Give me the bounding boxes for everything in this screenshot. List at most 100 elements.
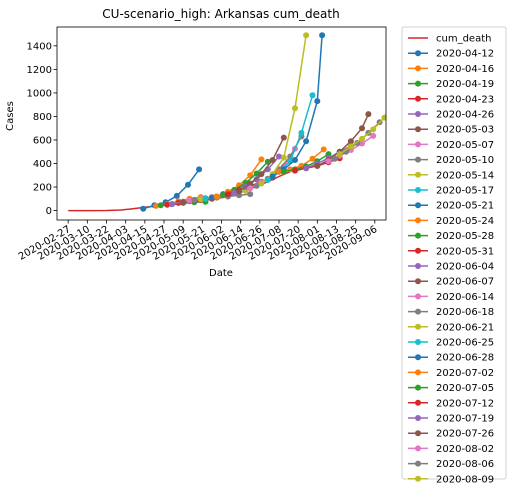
legend-frame [401,26,507,480]
data-point [365,111,372,118]
legend-label: 2020-05-31 [436,246,494,257]
legend-item: 2020-05-14 [408,170,494,181]
legend-swatch-marker [415,156,421,163]
legend-label: 2020-05-03 [436,125,494,136]
plot-area [56,26,394,221]
legend-item: 2020-05-21 [408,201,494,212]
legend-label: 2020-05-24 [436,216,494,227]
legend-swatch-marker [415,202,421,209]
legend-swatch-marker [415,399,421,406]
data-point [202,195,209,202]
legend-label: 2020-08-06 [436,459,494,470]
data-point [169,201,175,208]
y-axis: 0 200 400 600 800 1000 1200 1400 [27,41,57,217]
data-point [347,143,354,150]
data-point [208,194,215,201]
data-point [314,162,321,169]
data-point [213,193,220,200]
legend-label: 2020-04-16 [436,64,494,75]
series-2020-08-09 [336,102,394,158]
legend-swatch-marker [415,263,421,269]
data-point [153,202,159,209]
data-point [258,156,265,163]
legend-swatch-marker [415,278,421,285]
legend-label: 2020-06-21 [436,322,494,333]
legend-item: 2020-04-26 [408,110,494,121]
legend-swatch-marker [415,354,421,361]
data-point [331,155,338,162]
legend-swatch-marker [415,384,421,391]
legend-item: 2020-06-14 [408,292,494,303]
data-point [303,138,310,145]
chart-title: CU-scenario_high: Arkansas cum_death [102,7,339,21]
data-point [253,170,260,177]
data-point [180,199,187,206]
legend-swatch-marker [415,475,421,482]
legend-item: 2020-04-16 [408,64,494,75]
legend-label: 2020-07-05 [436,383,494,394]
data-point [381,114,386,121]
data-point [164,201,171,208]
y-tick-label: 200 [33,183,52,194]
legend-label: 2020-04-26 [436,110,494,121]
data-point [388,102,394,108]
data-point [269,173,276,180]
legend-swatch-marker [415,95,421,102]
data-point [314,98,321,105]
legend-item: 2020-08-06 [408,459,494,470]
legend-swatch-marker [415,445,421,452]
legend-swatch-marker [415,187,421,193]
legend-item: 2020-06-07 [408,277,494,288]
data-point [157,202,164,209]
data-point [253,176,260,183]
legend-item: 2020-07-26 [408,429,494,440]
data-point [303,165,310,172]
legend-label: 2020-04-19 [436,79,494,90]
data-point [370,132,377,139]
legend-item: 2020-05-24 [408,216,494,227]
legend-label: 2020-06-04 [436,262,494,273]
legend-label: 2020-08-02 [436,444,494,455]
legend-item: 2020-07-02 [408,368,494,379]
plot-frame [56,26,387,221]
legend-swatch-marker [415,293,421,300]
data-point [258,171,265,178]
data-point [303,32,310,39]
legend-item: 2020-05-28 [408,231,494,242]
legend-label: 2020-06-18 [436,307,494,318]
data-point [298,129,305,136]
legend-item: 2020-05-07 [408,140,494,151]
series-2020-06-07 [236,134,287,195]
legend-swatch-marker [415,308,421,315]
data-point [247,191,254,198]
y-tick-label: 1000 [27,88,52,99]
data-point [264,177,271,183]
y-tick-label: 1400 [27,41,52,52]
legend-label: 2020-06-14 [436,292,494,303]
legend-item: 2020-04-19 [408,79,494,90]
data-point [280,154,287,161]
y-tick-label: 400 [33,159,52,170]
legend-swatch-marker [415,217,421,224]
legend-item: 2020-04-12 [408,49,494,60]
legend-item: 2020-05-03 [408,125,494,136]
legend-label: 2020-07-02 [436,368,494,379]
data-point [319,32,326,39]
data-point [236,188,243,195]
legend-swatch-marker [415,369,421,376]
legend-label: 2020-07-12 [436,398,494,409]
legend-swatch-marker [415,232,421,239]
data-point [173,192,180,199]
legend-swatch-marker [415,65,421,72]
data-point [224,191,231,198]
legend-swatch-marker [415,50,421,57]
data-point [231,189,238,196]
legend-label: 2020-05-21 [436,201,494,212]
data-point [309,155,316,162]
legend-label: cum_death [436,34,491,45]
y-tick-label: 0 [46,206,52,217]
legend-item: 2020-06-21 [408,322,494,333]
data-point [220,192,227,199]
legend-item: 2020-08-02 [408,444,494,455]
